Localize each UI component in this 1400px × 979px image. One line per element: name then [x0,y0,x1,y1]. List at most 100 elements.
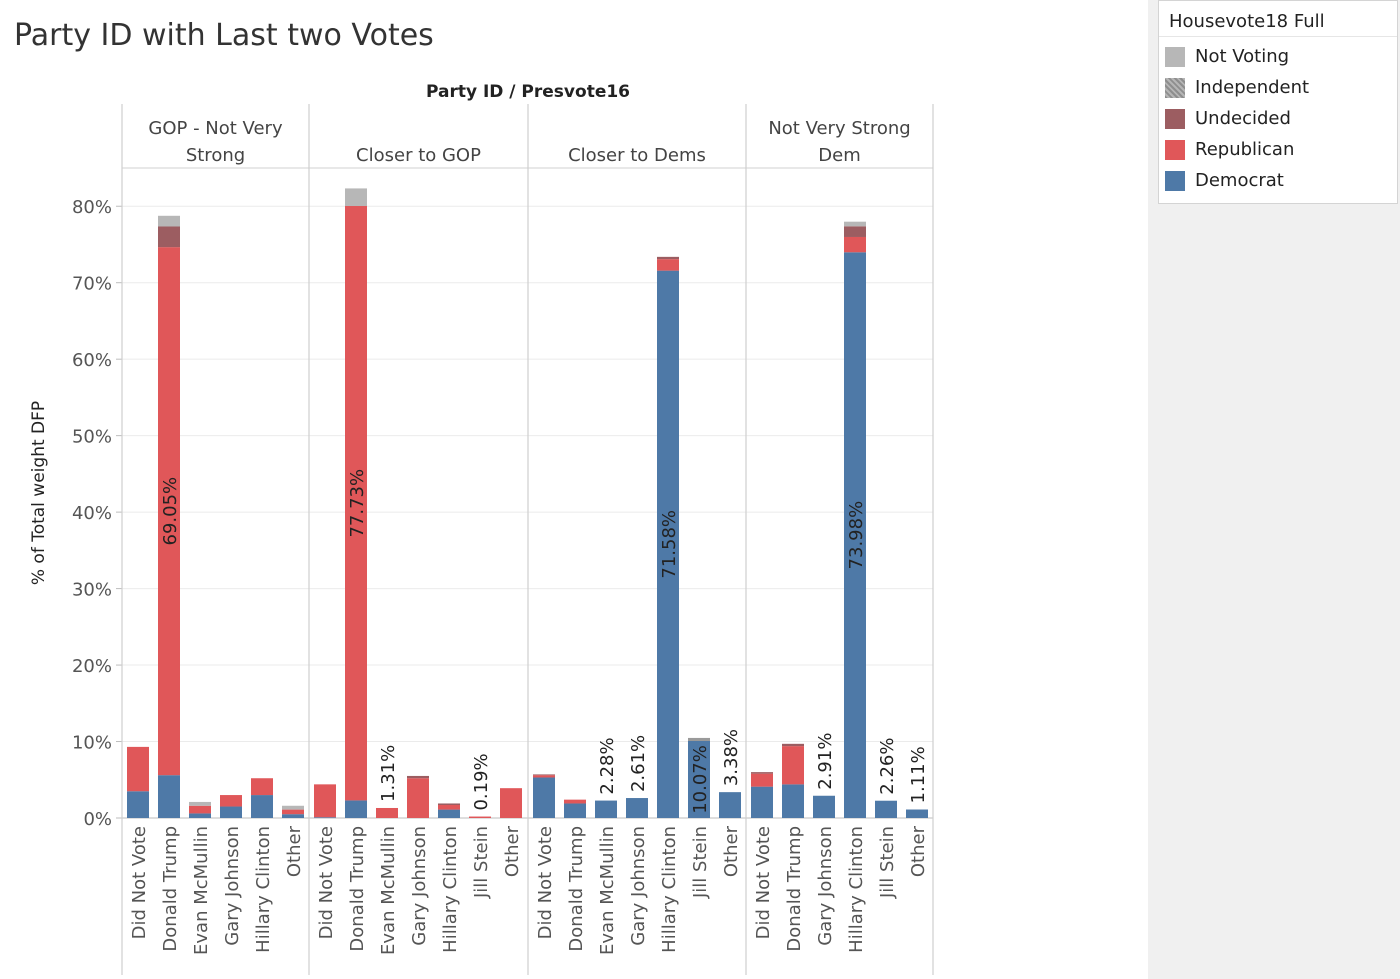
bar-segment-independent [688,737,710,741]
bar-segment-democrat [813,795,835,818]
legend-item[interactable]: Republican [1159,134,1397,165]
bar-segment-republican [438,805,460,810]
bar-value-label: 2.28% [597,737,618,794]
category-label: Did Not Vote [129,826,150,939]
bar-segment-republican [251,778,273,796]
legend-title: Housevote18 Full [1159,1,1397,37]
bar-value-label: 71.58% [659,510,680,579]
category-label: Evan McMullin [191,826,212,955]
category-label: Donald Trump [347,826,368,952]
bar-segment-democrat [626,798,648,818]
bar-segment-not-voting [158,215,180,227]
bar-segment-democrat [282,814,304,818]
bar-value-label: 1.11% [908,746,929,803]
bar-segment-democrat [844,252,866,819]
legend-item[interactable]: Not Voting [1159,41,1397,72]
bar-segment-democrat [189,813,211,818]
bar-segment-undecided [782,743,804,747]
legend-item[interactable]: Undecided [1159,103,1397,134]
bar-segment-democrat [875,800,897,818]
bar-segment-democrat [533,777,555,818]
bar-segment-republican [376,807,398,818]
plot-svg: 0% 10% 20% 30% 40% 50% 60% 70% 80% % of Total wei… [29,82,934,975]
bar-segment-republican [657,259,679,271]
category-label: Hillary Clinton [659,826,680,953]
bar-segment-republican [782,746,804,785]
y-tick-label: 50% [72,427,112,448]
bar-value-label: 69.05% [160,477,181,546]
legend-item[interactable]: Democrat [1159,165,1397,196]
category-label: Other [721,825,742,877]
bar-segment-undecided [751,772,773,774]
category-label: Gary Johnson [409,826,430,946]
category-label: Did Not Vote [753,826,774,939]
bar-segment-republican [469,816,491,818]
bar-segment-democrat [751,786,773,818]
bar-value-label: 0.19% [471,753,492,810]
legend-label: Independent [1195,77,1310,98]
bar-value-label: 2.61% [628,735,649,792]
bar-segment-republican [189,805,211,814]
category-label: Donald Trump [784,826,805,952]
category-label: Other [502,825,523,877]
bar-segment-republican [314,784,336,818]
y-tick-label: 30% [72,580,112,601]
panel-label: Strong [186,145,245,166]
bar-segment-not-voting [189,801,211,806]
bar-value-label: 1.31% [378,745,399,802]
y-tick-label: 80% [72,197,112,218]
category-label: Evan McMullin [597,826,618,955]
category-label: Donald Trump [160,826,181,952]
bar-segment-democrat [782,784,804,818]
legend-label: Democrat [1195,170,1284,191]
bar-segment-democrat [906,809,928,818]
bar-segment-democrat [438,809,460,818]
y-axis-label: % of Total weight DFP [29,401,49,585]
legend-swatch [1165,46,1185,67]
category-label: Jill Stein [471,826,492,899]
bar-segment-democrat [564,803,586,818]
y-tick-label: 20% [72,656,112,677]
y-tick-label: 60% [72,350,112,371]
bar-segment-democrat [220,806,242,818]
facet-header: Party ID / Presvote16 [426,82,630,102]
legend-label: Republican [1195,139,1295,160]
category-label: Hillary Clinton [253,826,274,953]
legend[interactable]: Housevote18 Full Not Voting Independent Un… [1158,0,1398,204]
category-label: Did Not Vote [316,826,337,939]
category-label: Hillary Clinton [846,826,867,953]
bar-value-label: 10.07% [690,745,711,814]
bar-segment-republican [500,788,522,818]
bar-value-label: 77.73% [347,469,368,538]
bar-segment-undecided [533,774,555,776]
category-label: Donald Trump [566,826,587,952]
panel-label: Dem [818,145,860,166]
category-label: Jill Stein [690,826,711,899]
bar-segment-democrat [595,800,617,818]
category-label: Gary Johnson [815,826,836,946]
category-label: Jill Stein [877,826,898,899]
category-label: Hillary Clinton [440,826,461,953]
bar-value-label: 3.38% [721,729,742,786]
bar-segment-republican [282,809,304,815]
panel-label: Not Very Strong [768,118,910,139]
bar-segment-not-voting [282,805,304,810]
bar-segment-republican [345,206,367,801]
y-tick-label: 10% [72,733,112,754]
bar-segment-undecided [844,226,866,237]
legend-label: Not Voting [1195,46,1290,67]
category-label: Gary Johnson [628,826,649,946]
category-label: Gary Johnson [222,826,243,946]
category-label: Evan McMullin [378,826,399,955]
bar-segment-undecided [657,256,679,260]
legend-swatch [1165,77,1185,98]
bar-segment-not-voting [844,221,866,227]
bar-segment-undecided [158,226,180,248]
y-tick-label: 0% [83,809,112,830]
panel-label: GOP - Not Very [148,118,283,139]
legend-item[interactable]: Independent [1159,72,1397,103]
y-tick-label: 70% [72,274,112,295]
bar-segment-democrat [314,817,336,819]
bar-segment-republican [751,773,773,787]
chart-title: Party ID with Last two Votes [14,18,434,53]
